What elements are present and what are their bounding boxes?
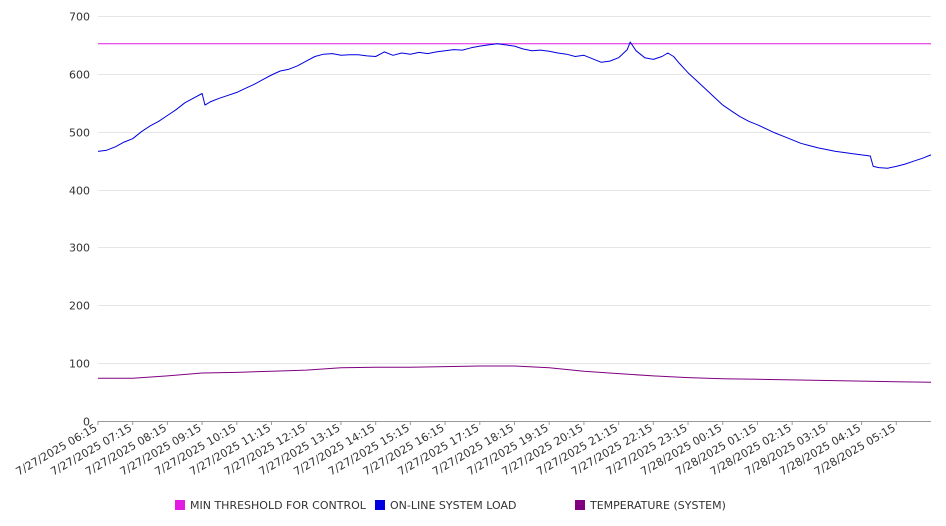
y-tick-label: 100 xyxy=(69,358,90,371)
legend-swatch xyxy=(375,500,385,510)
legend[interactable]: MIN THRESHOLD FOR CONTROL ON-LINE SYSTEM … xyxy=(175,499,726,512)
plot-series xyxy=(97,41,932,383)
series-line-1 xyxy=(97,41,932,169)
x-axis: 7/27/2025 06:157/27/2025 07:157/27/2025 … xyxy=(14,421,898,478)
legend-label: ON-LINE SYSTEM LOAD xyxy=(390,499,516,512)
grid-lines xyxy=(98,16,931,422)
y-axis: 0 100 200 300 400 500 600 700 xyxy=(69,11,90,429)
legend-item[interactable]: ON-LINE SYSTEM LOAD xyxy=(375,499,516,512)
y-tick-label: 300 xyxy=(69,242,90,255)
legend-label: MIN THRESHOLD FOR CONTROL xyxy=(190,499,367,512)
y-tick-label: 400 xyxy=(69,185,90,198)
legend-swatch xyxy=(575,500,585,510)
series-line-2 xyxy=(98,365,932,383)
legend-item[interactable]: TEMPERATURE (SYSTEM) xyxy=(575,499,726,512)
legend-item[interactable]: MIN THRESHOLD FOR CONTROL xyxy=(175,499,367,512)
y-tick-label: 700 xyxy=(69,11,90,24)
legend-label: TEMPERATURE (SYSTEM) xyxy=(589,499,726,512)
y-tick-label: 600 xyxy=(69,69,90,82)
legend-swatch xyxy=(175,500,185,510)
y-tick-label: 200 xyxy=(69,300,90,313)
y-tick-label: 500 xyxy=(69,127,90,140)
y-tick-label: 0 xyxy=(83,416,90,429)
